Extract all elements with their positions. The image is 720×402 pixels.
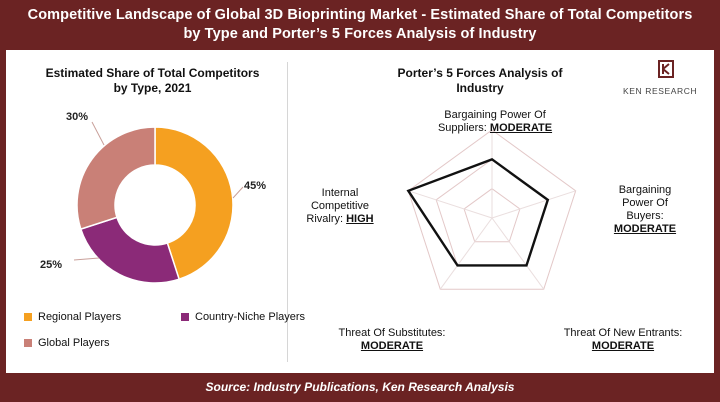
buyers-line-2: Power Of — [622, 197, 668, 209]
radar-series-shape — [406, 157, 550, 267]
legend-item-global: Global Players — [24, 337, 110, 349]
legend-label-country-niche: Country-Niche Players — [195, 311, 306, 323]
buyers-line-1: Bargaining — [618, 184, 672, 196]
panel-divider — [287, 62, 288, 362]
new-entrants-line-1: Threat Of New Entrants: — [563, 327, 683, 339]
substitutes-line-1: Threat Of Substitutes: — [338, 327, 446, 339]
radar-axis-label-buyers: Bargaining Power Of Buyers: MODERATE — [600, 184, 690, 236]
radar-title-line-2: Industry — [456, 81, 504, 95]
rivalry-level: HIGH — [346, 213, 374, 225]
radar-axis-label-rivalry: Internal Competitive Rivalry: HIGH — [298, 187, 382, 226]
title-line-1: Competitive Landscape of Global 3D Biopr… — [27, 7, 693, 23]
new-entrants-level: MODERATE — [591, 340, 655, 352]
radar-chart-title: Porter’s 5 Forces Analysis of Industry — [380, 66, 580, 96]
radar-spoke-3 — [491, 217, 545, 290]
legend-item-regional: Regional Players — [24, 311, 121, 323]
donut-slice-global — [76, 126, 156, 231]
legend-label-regional: Regional Players — [38, 311, 122, 323]
donut-slice-country-niche — [79, 216, 181, 284]
radar-chart — [406, 129, 577, 290]
radar-title-line-1: Porter’s 5 Forces Analysis of — [397, 66, 563, 80]
rivalry-line-3: Rivalry: — [306, 213, 344, 225]
radar-axis-label-new-entrants: Threat Of New Entrants: MODERATE — [548, 327, 698, 353]
legend-swatch-regional — [24, 313, 32, 321]
donut-leader-regional — [232, 186, 244, 199]
rivalry-line-2: Competitive — [310, 200, 370, 212]
legend-label-global: Global Players — [38, 337, 110, 349]
donut-label-regional: 45% — [244, 180, 267, 192]
logo-text: KEN RESEARCH — [623, 86, 698, 96]
rivalry-line-1: Internal — [321, 187, 359, 199]
legend-item-country-niche: Country-Niche Players — [181, 311, 305, 323]
right-border — [714, 50, 720, 373]
suppliers-line-2: Suppliers: — [437, 122, 487, 134]
radar-spoke-2 — [491, 190, 576, 219]
radar-axis-label-suppliers: Bargaining Power Of Suppliers: MODERATE — [410, 109, 580, 135]
donut-slice-regional — [154, 126, 234, 281]
donut-title-line-1: Estimated Share of Total Competitors — [45, 66, 260, 80]
radar-grid-ring-1 — [463, 188, 521, 243]
left-border — [0, 50, 6, 373]
donut-chart — [73, 121, 244, 284]
radar-spoke-5 — [408, 190, 493, 219]
donut-label-country-niche: 25% — [40, 259, 63, 271]
buyers-line-3: Buyers: — [626, 210, 664, 222]
radar-axis-label-substitutes: Threat Of Substitutes: MODERATE — [322, 327, 462, 353]
ken-research-logo-icon — [658, 60, 674, 78]
donut-leader-global — [91, 121, 105, 146]
legend-swatch-country-niche — [181, 313, 189, 321]
substitutes-level: MODERATE — [360, 340, 424, 352]
donut-chart-title: Estimated Share of Total Competitors by … — [40, 66, 265, 96]
donut-leader-country-niche — [73, 257, 100, 261]
donut-label-global: 30% — [66, 111, 89, 123]
legend-swatch-global — [24, 339, 32, 347]
radar-spoke-4 — [439, 217, 493, 290]
title-line-2: by Type and Porter’s 5 Forces Analysis o… — [183, 26, 537, 42]
radar-grid-ring-3 — [407, 129, 577, 290]
suppliers-line-1: Bargaining Power Of — [444, 109, 546, 121]
footer-source: Source: Industry Publications, Ken Resea… — [0, 373, 720, 402]
donut-title-line-2: by Type, 2021 — [113, 81, 192, 95]
suppliers-level: MODERATE — [489, 122, 553, 134]
buyers-level: MODERATE — [613, 223, 677, 235]
header-banner: Competitive Landscape of Global 3D Biopr… — [0, 0, 720, 50]
